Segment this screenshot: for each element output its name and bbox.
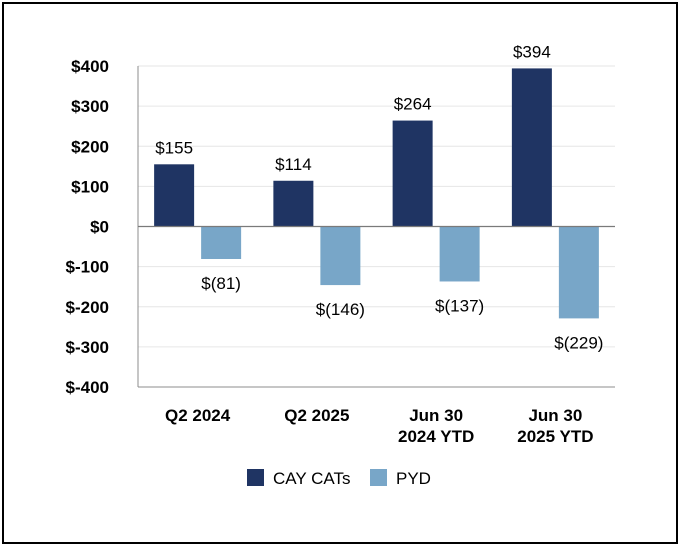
legend-swatch — [370, 469, 387, 486]
bar-pyd-1 — [320, 226, 361, 286]
data-label: $264 — [394, 95, 432, 114]
x-category-label: Q2 2025 — [284, 406, 349, 425]
bar-cay-cats-2 — [392, 120, 433, 227]
y-tick-label: $100 — [71, 177, 109, 196]
bar-cay-cats-0 — [154, 164, 195, 227]
y-tick-label: $400 — [71, 57, 109, 76]
data-label: $(229) — [554, 333, 603, 352]
data-label: $(81) — [201, 274, 241, 293]
x-category-label: Jun 30 — [409, 406, 463, 425]
y-tick-label: $-100 — [66, 258, 109, 277]
bar-cay-cats-3 — [511, 68, 552, 227]
legend-swatch — [247, 469, 264, 486]
bar-cay-cats-1 — [273, 180, 314, 227]
data-label: $(146) — [316, 300, 365, 319]
data-label: $(137) — [435, 296, 484, 315]
x-category-label: Q2 2024 — [165, 406, 231, 425]
legend: CAY CATs PYD — [247, 469, 431, 488]
x-category-labels: Q2 2024 Q2 2025 Jun 30 2024 YTD Jun 30 2025 Y… — [165, 406, 593, 446]
bar-pyd-3 — [558, 226, 599, 319]
y-tick-label: $-200 — [66, 298, 109, 317]
data-label: $155 — [155, 138, 193, 157]
legend-label: CAY CATs — [273, 469, 350, 488]
y-tick-label: $300 — [71, 97, 109, 116]
y-tick-labels: $400 $300 $200 $100 $0 $-100 $-200 $-300 $-400 — [66, 57, 109, 397]
data-labels: $155 $(81) $114 $(146) $264 $(137) $394 $(229) — [155, 42, 603, 352]
y-tick-label: $-300 — [66, 338, 109, 357]
y-tick-label: $-400 — [66, 378, 109, 397]
y-tick-label: $0 — [90, 218, 109, 237]
y-tick-label: $200 — [71, 137, 109, 156]
bar-pyd-2 — [439, 226, 480, 282]
x-category-label: Jun 30 — [528, 406, 582, 425]
data-label: $394 — [513, 42, 551, 61]
x-category-label: 2025 YTD — [517, 427, 593, 446]
bars — [154, 68, 599, 319]
axes — [137, 66, 615, 388]
bar-pyd-0 — [201, 226, 242, 260]
data-label: $114 — [275, 155, 312, 174]
x-category-label: 2024 YTD — [398, 427, 474, 446]
legend-label: PYD — [396, 469, 431, 488]
